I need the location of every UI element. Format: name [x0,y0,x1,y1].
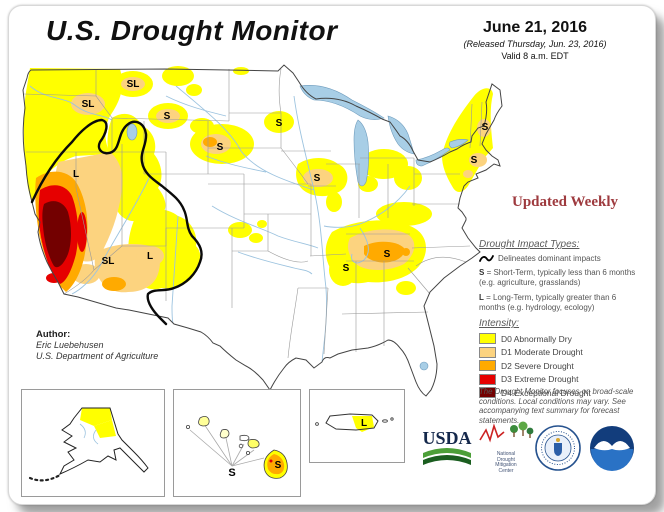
alaska-inset [21,389,165,497]
aleutian-islands [28,473,62,482]
long-term-prefix: L [479,293,484,302]
impact-labels: SL SL S L SL L S S S S S S S [73,79,489,274]
short-term-text: = Short-Term, typically less than 6 mont… [479,268,636,287]
drought-monitor-page: U.S. Drought Monitor June 21, 2016 (Rele… [8,5,656,505]
commerce-shield [554,443,562,456]
puerto-rico-islets [315,417,394,426]
d4-label: D4 Exceptional Drought [501,387,591,398]
disclaimer-text: The Drought Monitor focuses on broad-sca… [479,387,634,425]
impact-line-icon [479,255,494,262]
d3-label: D3 Extreme Drought [501,374,579,384]
alaska-map-svg [28,407,149,482]
label-az: SL [102,256,115,267]
hawaii-map-svg: S S [185,416,288,479]
legend-row-d3: D3 Extreme Drought [479,373,649,385]
ndmc-text-line3: Mitigation [495,462,517,468]
author-block: Author: Eric Luebehusen U.S. Department … [36,329,158,362]
hawaii-big-island-label: S [275,460,282,471]
label-se: S [384,249,391,260]
noaa-logo [587,422,637,474]
page-title: U.S. Drought Monitor [46,15,338,46]
valid-time: Valid 8 a.m. EDT [501,51,569,61]
label-mn: S [276,118,283,129]
label-ny: S [471,155,478,166]
usda-field-lower [423,455,471,465]
usda-wordmark: USDA [422,428,471,448]
usda-logo-svg: USDA [422,428,472,465]
d4-swatch [479,387,496,398]
d3-swatch [479,373,496,385]
map-date: June 21, 2016 [482,19,588,36]
long-term-text: = Long-Term, typically greater than 6 mo… [479,293,617,312]
intensity-heading: Intensity: [479,318,520,329]
label-nv: L [73,169,79,180]
puerto-rico-outline [325,413,379,431]
d1-swatch [479,346,496,358]
short-term-definition: S = Short-Term, typically less than 6 mo… [479,268,641,288]
release-date: (Released Thursday, Jun. 23, 2016) [463,39,607,49]
d0-label: D0 Abnormally Dry [501,333,572,344]
noaa-ocean [591,449,633,471]
ndmc-logo: National Drought Mitigation Center [477,420,535,478]
label-ia: S [314,173,321,184]
label-mt-west: SL [127,79,140,90]
legend-row-d1: D1 Moderate Drought [479,346,649,358]
updated-weekly-note: Updated Weekly [512,194,618,210]
ndmc-text-line1: National [496,451,516,457]
legend-row-d2: D2 Severe Drought [479,360,649,371]
short-term-prefix: S [479,268,485,277]
label-wa-or: SL [82,99,95,110]
state-borders [23,68,483,359]
commerce-seal-svg [535,425,581,471]
date-block: June 21, 2016 (Released Thursday, Jun. 2… [421,19,649,61]
impact-legend: Drought Impact Types: Delineates dominan… [479,239,649,318]
us-outline [22,64,503,397]
impact-legend-heading: Drought Impact Types: [479,239,580,250]
conus-map-svg: SL SL S L SL L S S S S S S S [22,64,503,397]
label-nm: L [147,251,153,262]
ndmc-text-line2: Drought [497,456,515,463]
alaska-drought [80,408,116,438]
impact-boundary-line [30,118,203,326]
d1-regions [53,77,491,293]
author-name: Eric Luebehusen [36,340,104,350]
author-heading: Author: [36,329,71,340]
alaska-outline [58,407,149,475]
label-mt-south: S [164,111,171,122]
hawaii-hub-label: S [228,467,235,479]
label-ms: S [343,263,350,274]
hawaii-inset: S S [173,389,301,497]
alaska-rivers [79,423,99,445]
noaa-gull [594,440,630,451]
intensity-legend: Intensity: D0 Abnormally Dry D1 Moderate… [479,318,649,401]
d1-label: D1 Moderate Drought [501,347,583,357]
commerce-torch [556,438,560,442]
hawaii-islands [185,416,288,479]
d2-swatch [479,360,496,371]
us-drought-map: SL SL S L SL L S S S S S S S [16,56,506,401]
ndmc-drought-line [479,423,505,443]
puerto-rico-inset: L [309,389,405,463]
puerto-rico-drought [352,416,374,432]
label-nh: S [482,122,489,133]
author-org: U.S. Department of Agriculture [36,351,159,361]
label-sd: S [217,142,224,153]
ndmc-logo-svg [479,421,534,443]
usda-logo: USDA [419,427,475,473]
commerce-seal-logo [533,422,583,474]
puerto-rico-label: L [361,418,367,429]
impact-delineates-text: Delineates dominant impacts [498,254,601,263]
d2-label: D2 Severe Drought [501,360,574,371]
ndmc-trees [510,421,534,438]
usda-field-upper [423,448,471,458]
legend-row-d4: D4 Exceptional Drought [479,387,649,398]
puerto-rico-map-svg: L [315,413,394,432]
noaa-logo-svg [590,426,634,471]
d0-swatch [479,333,496,344]
d4-regions [42,201,71,268]
hawaii-callout-lines [189,423,265,467]
ndmc-text-line4: Center [498,467,514,474]
long-term-definition: L = Long-Term, typically greater than 6 … [479,293,641,313]
legend-row-d0: D0 Abnormally Dry [479,333,649,344]
